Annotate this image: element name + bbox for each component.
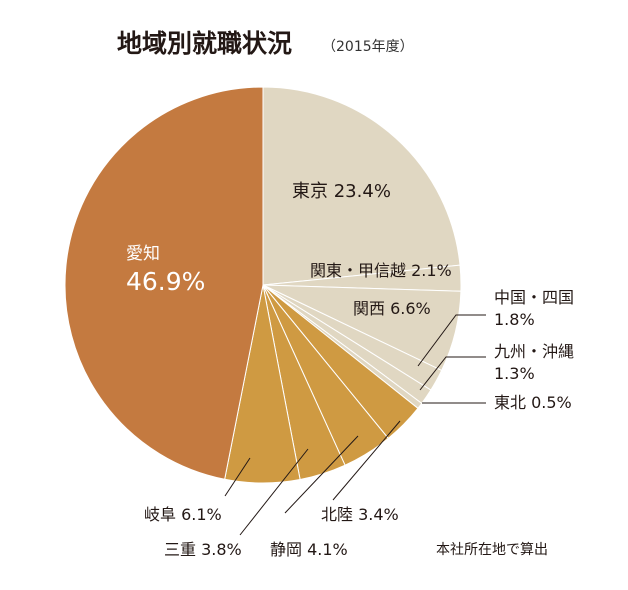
label-value: 6.6%	[390, 299, 431, 318]
label-value: 0.5%	[531, 393, 572, 412]
label-name: 中国・四国	[494, 288, 575, 307]
label-value: 46.9%	[126, 267, 206, 296]
label-name: 静岡	[270, 540, 303, 559]
label-gifu: 岐阜 6.1%	[144, 505, 222, 525]
label-name: 東京	[292, 181, 328, 202]
chart-subtitle: （2015年度）	[322, 39, 414, 55]
leader-line-hokuriku	[332, 420, 401, 501]
label-tokyo: 東京 23.4%	[292, 182, 391, 202]
label-value: 6.1%	[181, 505, 222, 524]
label-name: 愛知	[126, 244, 160, 264]
label-name: 関西	[353, 299, 386, 318]
label-chugoku: 中国・四国 1.8%	[494, 287, 574, 331]
leader-line-gifu	[224, 457, 251, 497]
label-name: 三重	[164, 540, 197, 559]
label-hokuriku: 北陸 3.4%	[321, 505, 399, 525]
label-value: 23.4%	[333, 181, 391, 202]
label-kyushu: 九州・沖縄 1.3%	[494, 341, 574, 385]
label-name: 九州・沖縄	[494, 342, 575, 361]
label-value: 1.3%	[494, 364, 535, 383]
label-name: 北陸	[321, 505, 354, 524]
leader-line-mie	[239, 448, 309, 536]
pie-slice-0	[262, 86, 461, 286]
leader-line-shizuoka	[284, 435, 359, 514]
label-name: 関東・甲信越	[310, 261, 407, 280]
label-kansai: 関西 6.6%	[353, 299, 431, 319]
chart-title: 地域別就職状況	[117, 29, 293, 58]
label-aichi: 愛知 46.9%	[126, 244, 205, 300]
label-value: 4.1%	[307, 540, 348, 559]
pie-slice-10	[64, 86, 264, 480]
label-kanto: 関東・甲信越 2.1%	[310, 261, 452, 281]
label-value: 3.4%	[358, 505, 399, 524]
label-mie: 三重 3.8%	[164, 540, 242, 560]
label-value: 2.1%	[411, 261, 452, 280]
label-name: 岐阜	[144, 505, 177, 524]
label-value: 1.8%	[494, 310, 535, 329]
label-value: 3.8%	[201, 540, 242, 559]
label-name: 東北	[494, 393, 527, 412]
chart-note: 本社所在地で算出	[436, 542, 548, 558]
leader-line-kyushu	[419, 356, 486, 391]
leader-lines	[224, 314, 486, 536]
label-shizuoka: 静岡 4.1%	[270, 540, 348, 560]
label-tohoku: 東北 0.5%	[494, 393, 572, 413]
leader-line-chugoku	[417, 314, 486, 367]
